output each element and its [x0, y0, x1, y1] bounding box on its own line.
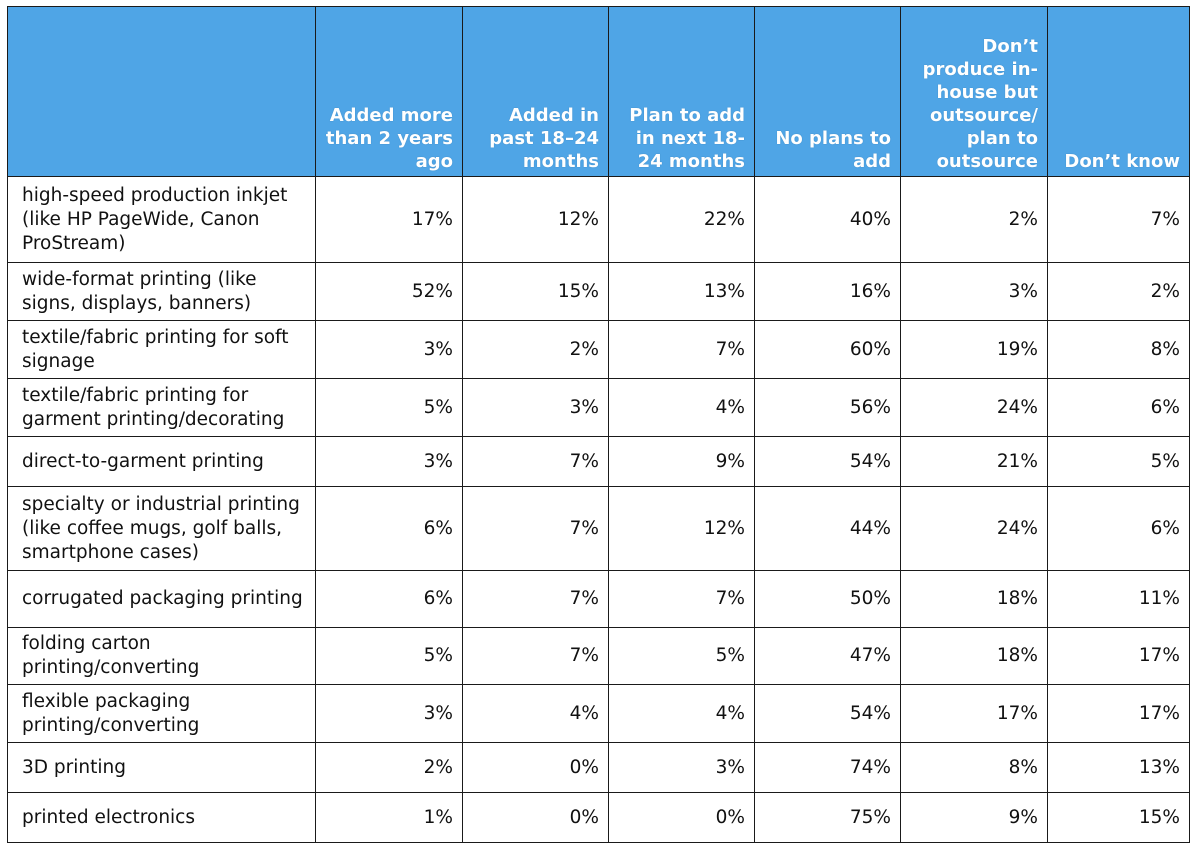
- table-row: high-speed production inkjet (like HP Pa…: [7, 176, 1190, 263]
- data-cell: 13%: [1047, 742, 1190, 793]
- data-cell: 9%: [900, 792, 1048, 843]
- data-cell: 40%: [754, 176, 901, 263]
- data-cell: 0%: [608, 792, 755, 843]
- data-cell: 24%: [900, 378, 1048, 437]
- data-cell: 47%: [754, 627, 901, 685]
- column-header-5: Don’t produce in-house but outsource/ pl…: [900, 6, 1048, 177]
- data-cell: 0%: [462, 792, 609, 843]
- data-cell: 21%: [900, 436, 1048, 487]
- data-cell: 16%: [754, 262, 901, 321]
- row-label: folding carton printing/converting: [7, 627, 316, 685]
- row-label: flexible packaging printing/converting: [7, 684, 316, 743]
- data-cell: 7%: [1047, 176, 1190, 263]
- row-label: wide-format printing (like signs, displa…: [7, 262, 316, 321]
- data-cell: 3%: [315, 684, 463, 743]
- column-header-2: Added in past 18–24 months: [462, 6, 609, 177]
- header-corner-cell: [7, 6, 316, 177]
- data-cell: 11%: [1047, 570, 1190, 628]
- table-body: high-speed production inkjet (like HP Pa…: [7, 176, 1190, 843]
- data-cell: 44%: [754, 486, 901, 571]
- data-cell: 6%: [1047, 378, 1190, 437]
- data-cell: 18%: [900, 627, 1048, 685]
- row-label: corrugated packaging printing: [7, 570, 316, 628]
- data-cell: 3%: [315, 320, 463, 379]
- table-row: folding carton printing/converting 5% 7% 5%…: [7, 627, 1190, 685]
- data-cell: 56%: [754, 378, 901, 437]
- data-cell: 7%: [608, 570, 755, 628]
- data-cell: 3%: [315, 436, 463, 487]
- data-cell: 3%: [608, 742, 755, 793]
- data-cell: 2%: [900, 176, 1048, 263]
- data-cell: 7%: [608, 320, 755, 379]
- survey-table: Added more than 2 years ago Added in past…: [7, 6, 1190, 843]
- row-label: high-speed production inkjet (like HP Pa…: [7, 176, 316, 263]
- data-cell: 18%: [900, 570, 1048, 628]
- data-cell: 6%: [1047, 486, 1190, 571]
- data-cell: 0%: [462, 742, 609, 793]
- data-cell: 15%: [1047, 792, 1190, 843]
- data-cell: 5%: [315, 627, 463, 685]
- table-row: corrugated packaging printing 6% 7% 7% 50% 18…: [7, 570, 1190, 628]
- row-label: 3D printing: [7, 742, 316, 793]
- data-cell: 15%: [462, 262, 609, 321]
- data-cell: 2%: [462, 320, 609, 379]
- column-header-3: Plan to add in next 18-24 months: [608, 6, 755, 177]
- column-header-6: Don’t know: [1047, 6, 1190, 177]
- data-cell: 17%: [315, 176, 463, 263]
- data-cell: 7%: [462, 436, 609, 487]
- table-row: printed electronics 1% 0% 0% 75% 9% 15%: [7, 792, 1190, 843]
- data-cell: 54%: [754, 436, 901, 487]
- data-cell: 17%: [1047, 684, 1190, 743]
- data-cell: 7%: [462, 627, 609, 685]
- data-cell: 52%: [315, 262, 463, 321]
- data-cell: 4%: [608, 684, 755, 743]
- column-header-1: Added more than 2 years ago: [315, 6, 463, 177]
- table-row: direct-to-garment printing 3% 7% 9% 54% 21% 5%: [7, 436, 1190, 487]
- data-cell: 6%: [315, 486, 463, 571]
- data-cell: 4%: [462, 684, 609, 743]
- row-label: specialty or industrial printing (like c…: [7, 486, 316, 571]
- data-cell: 6%: [315, 570, 463, 628]
- data-cell: 12%: [462, 176, 609, 263]
- table-row: textile/fabric printing for soft signage…: [7, 320, 1190, 379]
- data-cell: 17%: [900, 684, 1048, 743]
- data-cell: 1%: [315, 792, 463, 843]
- data-cell: 5%: [608, 627, 755, 685]
- data-cell: 9%: [608, 436, 755, 487]
- table-row: wide-format printing (like signs, displa…: [7, 262, 1190, 321]
- data-cell: 7%: [462, 570, 609, 628]
- data-cell: 3%: [900, 262, 1048, 321]
- data-cell: 19%: [900, 320, 1048, 379]
- data-cell: 8%: [1047, 320, 1190, 379]
- data-cell: 74%: [754, 742, 901, 793]
- row-label: printed electronics: [7, 792, 316, 843]
- row-label: textile/fabric printing for garment prin…: [7, 378, 316, 437]
- column-header-4: No plans to add: [754, 6, 901, 177]
- data-cell: 4%: [608, 378, 755, 437]
- data-cell: 2%: [1047, 262, 1190, 321]
- data-cell: 17%: [1047, 627, 1190, 685]
- header-row: Added more than 2 years ago Added in past…: [7, 6, 1190, 177]
- data-cell: 3%: [462, 378, 609, 437]
- table-row: specialty or industrial printing (like c…: [7, 486, 1190, 571]
- data-cell: 5%: [1047, 436, 1190, 487]
- row-label: direct-to-garment printing: [7, 436, 316, 487]
- data-cell: 54%: [754, 684, 901, 743]
- data-cell: 22%: [608, 176, 755, 263]
- data-cell: 60%: [754, 320, 901, 379]
- table-row: textile/fabric printing for garment prin…: [7, 378, 1190, 437]
- data-cell: 24%: [900, 486, 1048, 571]
- data-cell: 2%: [315, 742, 463, 793]
- data-cell: 5%: [315, 378, 463, 437]
- table-row: 3D printing 2% 0% 3% 74% 8% 13%: [7, 742, 1190, 793]
- data-cell: 50%: [754, 570, 901, 628]
- data-cell: 7%: [462, 486, 609, 571]
- data-cell: 8%: [900, 742, 1048, 793]
- row-label: textile/fabric printing for soft signage: [7, 320, 316, 379]
- data-cell: 13%: [608, 262, 755, 321]
- table-row: flexible packaging printing/converting 3%…: [7, 684, 1190, 743]
- data-cell: 12%: [608, 486, 755, 571]
- data-cell: 75%: [754, 792, 901, 843]
